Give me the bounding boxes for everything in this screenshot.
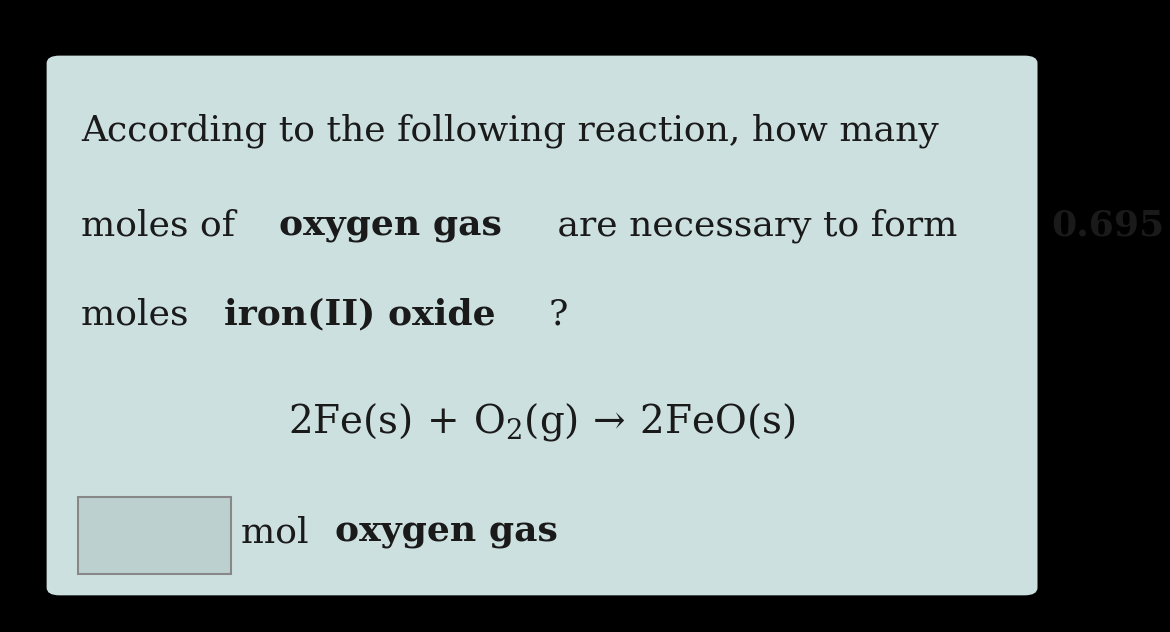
Text: ?: ? xyxy=(549,297,567,331)
Text: $\mathregular{2Fe(s)\, +\, O_2(g)\, \rightarrow\, 2FeO(s)}$: $\mathregular{2Fe(s)\, +\, O_2(g)\, \rig… xyxy=(289,401,796,443)
FancyBboxPatch shape xyxy=(78,497,230,574)
Text: iron(II) oxide: iron(II) oxide xyxy=(223,297,495,331)
FancyBboxPatch shape xyxy=(47,56,1038,595)
Text: mol: mol xyxy=(241,515,319,549)
Text: According to the following reaction, how many: According to the following reaction, how… xyxy=(81,114,940,149)
Text: oxygen gas: oxygen gas xyxy=(336,515,558,549)
Text: 0.695: 0.695 xyxy=(1052,209,1164,243)
Text: moles: moles xyxy=(81,297,200,331)
Text: are necessary to form: are necessary to form xyxy=(545,209,969,243)
Text: moles of: moles of xyxy=(81,209,247,243)
Text: oxygen gas: oxygen gas xyxy=(280,209,502,243)
